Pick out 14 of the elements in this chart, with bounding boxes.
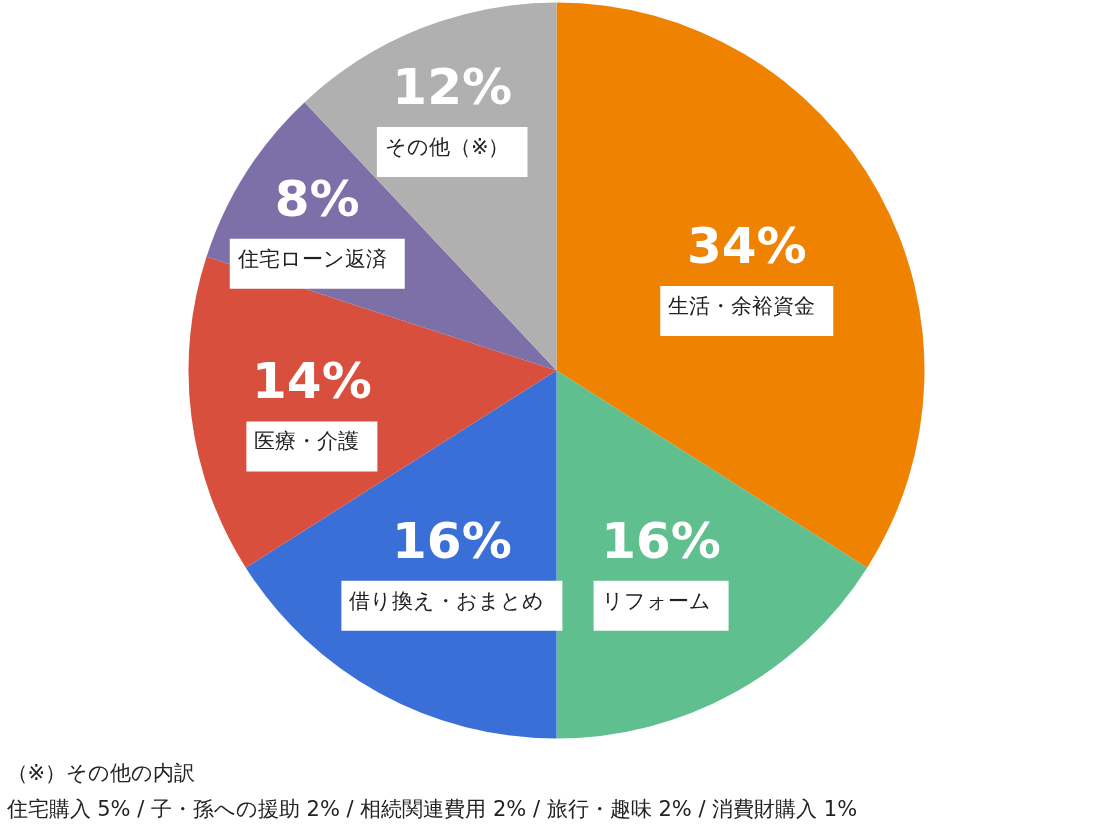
text: （※）その他の内訳	[6, 760, 196, 785]
slice-label: 住宅ローン返済	[236, 246, 387, 271]
slice-label: 医療・介護	[254, 429, 360, 454]
data-label: 14%	[252, 352, 372, 411]
data-label: 34%	[686, 216, 807, 275]
slice-label: 生活・余裕資金	[668, 293, 816, 318]
text: 住宅購入 5% / 子・孫への援助 2% / 相続関連費用 2% / 旅行・趣味 2% / 消費財購入 1%	[5, 796, 858, 821]
slice-label: 借り換え・おまとめ	[349, 588, 545, 613]
data-label: 16%	[601, 511, 721, 570]
data-label: 16%	[392, 511, 512, 570]
slice-label: リフォーム	[601, 588, 711, 613]
data-label: 12%	[392, 58, 513, 117]
slice-label: その他（※）	[384, 135, 510, 160]
data-label: 8%	[274, 169, 360, 228]
